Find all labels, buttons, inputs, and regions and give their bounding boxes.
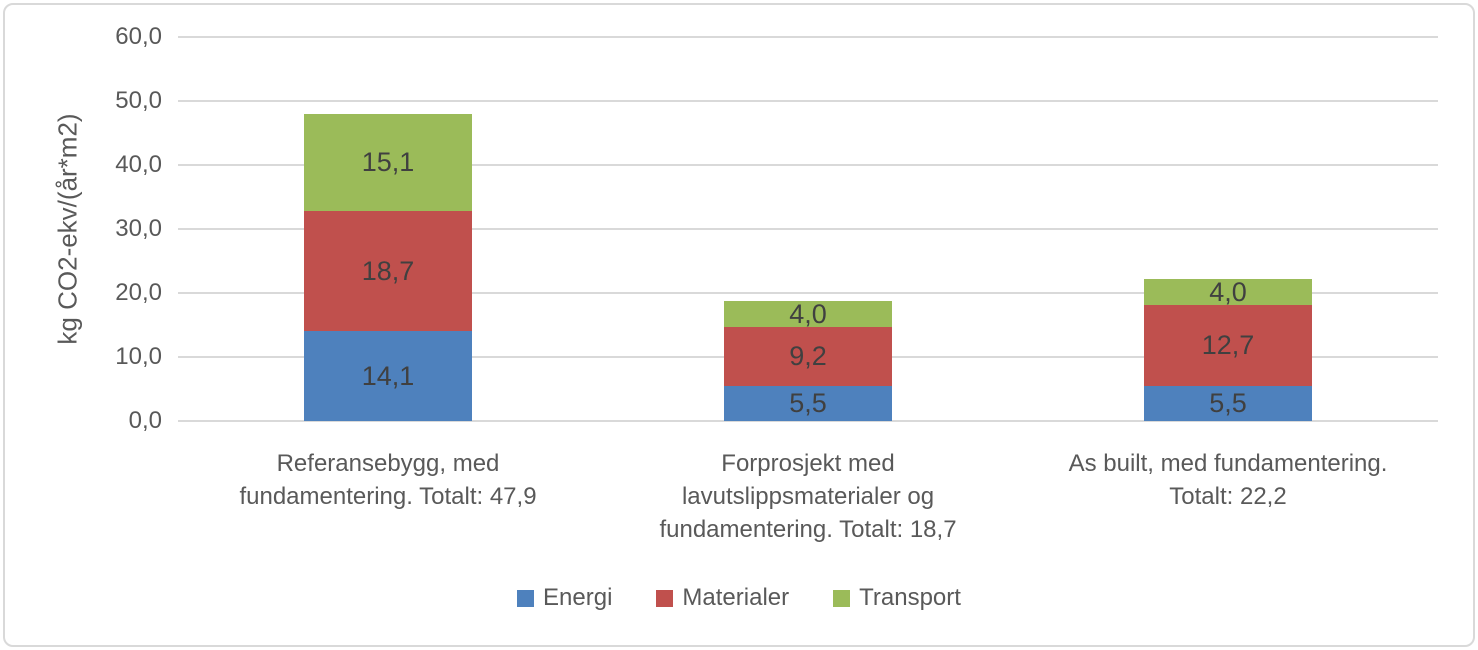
x-axis-category-label: Forprosjekt med lavutslippsmaterialer og… [659, 450, 957, 543]
legend-item: Materialer [656, 584, 789, 612]
bar-segment-value-label: 18,7 [361, 255, 415, 286]
gridline [178, 36, 1438, 38]
bar-segment: 15,1 [304, 114, 472, 211]
bar-segment-value-label: 5,5 [789, 388, 827, 418]
bar-segment: 12,7 [1144, 305, 1312, 386]
gridline [178, 228, 1438, 230]
bar-segment-value-label: 5,5 [1209, 388, 1247, 418]
y-axis-tick-label: 10,0 [115, 343, 162, 370]
y-axis-title: kg CO2-ekv/(år*m2) [52, 113, 83, 345]
legend-color-swatch [517, 589, 535, 607]
stacked-bar: 5,5 9,2 4,0 [724, 298, 892, 421]
y-axis-tick-label: 0,0 [128, 407, 162, 434]
bar-segment-value-label: 9,2 [789, 341, 827, 371]
gridline [178, 420, 1438, 422]
legend-color-swatch [656, 589, 674, 607]
bar-segment-value-label: 12,7 [1201, 330, 1255, 360]
y-axis-tick-label: 60,0 [115, 23, 162, 50]
bar-segment: 18,7 [304, 211, 472, 331]
bar-segment: 5,5 [724, 386, 892, 421]
gridline [178, 100, 1438, 102]
bar-segment: 9,2 [724, 327, 892, 386]
stacked-bar: 5,5 12,7 4,0 [1144, 276, 1312, 421]
legend-label: Materialer [682, 584, 790, 611]
legend-label: Transport [859, 584, 961, 611]
x-axis-category-label: Referansebygg, med fundamentering. Total… [239, 450, 537, 510]
bar-segment-value-label: 4,0 [1209, 276, 1247, 307]
y-axis-tick-label: 50,0 [115, 87, 162, 114]
bar-segment-value-label: 4,0 [789, 298, 827, 329]
y-axis-tick-label: 30,0 [115, 215, 162, 242]
legend-color-swatch [833, 589, 851, 607]
y-axis-tick-label: 40,0 [115, 151, 162, 178]
legend-item: Energi [517, 584, 612, 612]
bar-segment-value-label: 14,1 [361, 360, 415, 391]
bar-segment: 4,0 [1144, 276, 1312, 307]
legend-label: Energi [543, 584, 613, 611]
bar-segment: 14,1 [304, 331, 472, 421]
stacked-bar: 14,1 18,7 15,1 [304, 114, 472, 421]
legend-item: Transport [833, 584, 961, 612]
bar-segment-value-label: 15,1 [361, 147, 415, 177]
bar-segment: 5,5 [1144, 386, 1312, 421]
y-axis-tick-label: 20,0 [115, 279, 162, 306]
x-axis-category-label: As built, med fundamentering. Totalt: 22… [1068, 450, 1388, 510]
bar-segment: 4,0 [724, 298, 892, 329]
gridline [178, 292, 1438, 294]
legend: Energi Materialer Transport [0, 584, 1478, 612]
gridline [178, 164, 1438, 166]
